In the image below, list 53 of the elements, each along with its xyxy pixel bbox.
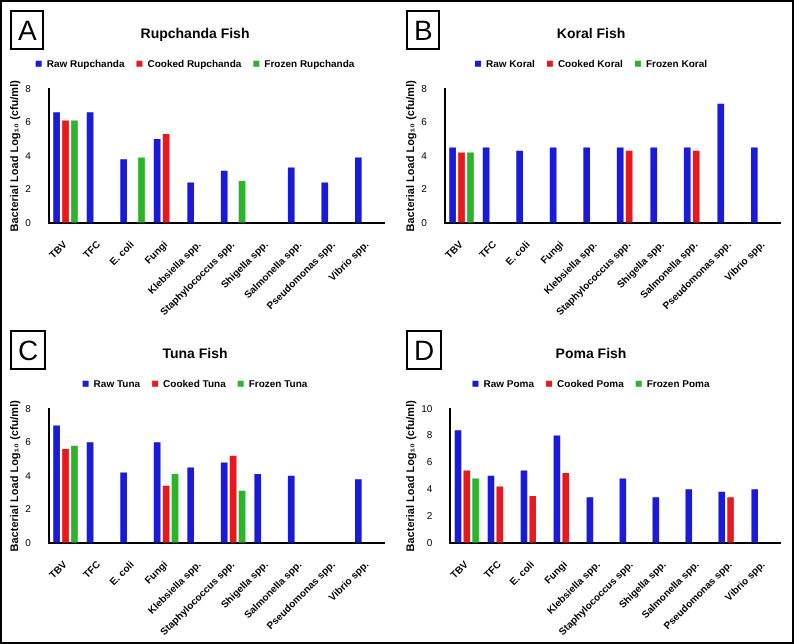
bar [692,150,700,223]
bar [287,475,295,543]
text: B [406,10,441,50]
bar [619,478,627,543]
text: C [10,330,47,370]
bar [549,147,557,223]
bar [220,170,228,223]
bar [153,442,161,543]
bar [463,470,471,543]
bar [454,430,462,543]
bar [727,497,734,543]
bar [53,425,60,543]
bar [62,120,69,223]
bar [529,495,537,543]
bar [487,475,495,543]
bar [750,147,758,223]
bar [652,497,660,543]
bar [354,479,362,543]
bar [553,435,561,543]
bar [120,159,127,223]
bar [120,472,127,543]
bar [153,139,161,223]
bar [62,449,69,543]
bar [287,167,295,223]
bar [562,473,570,543]
bar [685,489,693,543]
bar [187,467,195,543]
bar [516,150,523,223]
bar [496,486,504,543]
bar [616,147,624,223]
bar [71,120,78,223]
bar [650,147,658,223]
text: A [10,10,45,50]
bar [520,470,528,543]
bar [254,474,262,543]
bar [683,147,691,223]
bar [717,103,725,223]
bar [138,157,145,223]
bar [467,152,474,223]
bar [718,491,726,543]
bar [449,147,456,223]
text: D [406,330,443,370]
bar [187,182,195,223]
bar [458,152,465,223]
bar [321,182,329,223]
bar [751,489,759,543]
bar [220,462,228,543]
bar [71,445,78,543]
bar [53,112,60,223]
bar [586,497,594,543]
bar [583,147,591,223]
bar [354,157,362,223]
bar [472,478,479,543]
